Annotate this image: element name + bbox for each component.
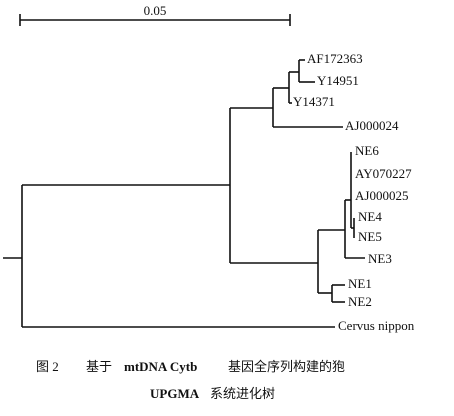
leaf-label: Y14951 [317, 73, 359, 88]
branches [3, 59, 365, 328]
leaf-label: AF172363 [307, 51, 363, 66]
leaf-label: NE2 [348, 294, 372, 309]
leaf-label: AJ000025 [355, 188, 408, 203]
caption-text: mtDNA Cytb [124, 359, 197, 374]
caption-text: UPGMA [150, 386, 200, 401]
scale-label: 0.05 [144, 3, 167, 18]
leaf-label: AY070227 [355, 166, 412, 181]
leaf-label: NE5 [358, 229, 382, 244]
leaf-label: NE4 [358, 209, 382, 224]
scale-bar: 0.05 [19, 3, 291, 26]
caption-figure: 图 2 [36, 359, 59, 374]
caption-text: 基于 [86, 359, 112, 374]
leaf-labels: AF172363 Y14951 Y14371 AJ000024 NE6 AY07… [293, 51, 415, 333]
leaf-label: Y14371 [293, 94, 335, 109]
leaf-label: NE6 [355, 143, 379, 158]
caption: 图 2 基于 mtDNA Cytb 基因全序列构建的狍 UPGMA 系统进化树 [36, 359, 345, 401]
leaf-label: NE1 [348, 276, 372, 291]
leaf-label: NE3 [368, 251, 392, 266]
leaf-label: Cervus nippon [338, 318, 415, 333]
caption-text: 基因全序列构建的狍 [228, 359, 345, 374]
caption-text: 系统进化树 [210, 386, 275, 401]
leaf-label: AJ000024 [345, 118, 399, 133]
